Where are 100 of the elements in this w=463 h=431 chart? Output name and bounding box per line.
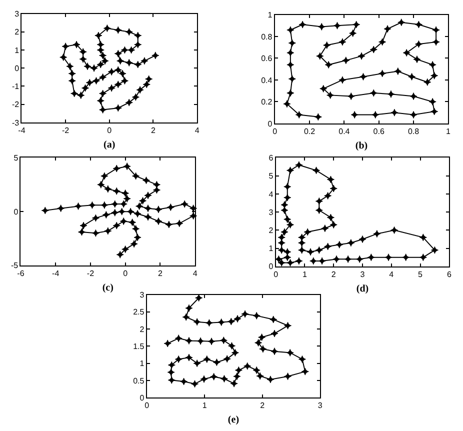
- y-tick-label: 3: [14, 10, 20, 19]
- point: [414, 40, 422, 48]
- x-tick-label: 3: [318, 401, 323, 410]
- point: [70, 90, 78, 98]
- point: [125, 28, 133, 36]
- point: [139, 197, 147, 205]
- point: [408, 72, 416, 80]
- point: [349, 30, 357, 37]
- point: [114, 50, 122, 58]
- x-tick-label: 4: [192, 269, 198, 278]
- x-tick-label: 3: [360, 270, 366, 280]
- x-axis-title: (e): [228, 414, 240, 426]
- point: [270, 330, 278, 338]
- point: [168, 376, 176, 384]
- y-tick-label: 0: [14, 207, 19, 216]
- point: [145, 75, 153, 83]
- x-tick-label: 1: [446, 127, 451, 136]
- point: [358, 235, 366, 243]
- point: [295, 161, 303, 169]
- point: [342, 56, 350, 64]
- point: [164, 340, 172, 348]
- point: [92, 77, 100, 85]
- point: [398, 18, 406, 26]
- point: [298, 355, 306, 363]
- y-tick-label: 0: [140, 393, 145, 402]
- point: [283, 100, 291, 108]
- point: [122, 190, 130, 198]
- point: [96, 46, 104, 54]
- point: [132, 172, 140, 180]
- point: [72, 40, 80, 48]
- point: [234, 366, 242, 374]
- point: [326, 214, 334, 222]
- y-tick-label: -1: [12, 82, 20, 92]
- point: [419, 254, 427, 262]
- point: [413, 56, 421, 64]
- point: [136, 86, 144, 94]
- x-tick-label: -4: [52, 269, 60, 278]
- point: [108, 84, 116, 92]
- point: [298, 234, 306, 242]
- point: [180, 200, 188, 208]
- point: [266, 376, 274, 384]
- point: [358, 52, 366, 60]
- point: [330, 220, 338, 228]
- point: [284, 182, 292, 190]
- point: [80, 222, 88, 230]
- point: [315, 246, 323, 254]
- point: [152, 186, 160, 194]
- point: [176, 220, 184, 228]
- point: [286, 220, 294, 228]
- point: [114, 80, 122, 88]
- point: [256, 372, 264, 380]
- point: [134, 40, 142, 48]
- point: [344, 255, 352, 263]
- point: [402, 49, 410, 57]
- point: [414, 20, 422, 28]
- point: [132, 93, 140, 101]
- point: [410, 111, 418, 119]
- point: [212, 358, 220, 366]
- point: [370, 46, 378, 54]
- point: [310, 257, 318, 265]
- point: [284, 216, 292, 224]
- point: [394, 68, 402, 76]
- point: [174, 355, 182, 363]
- x-tick-label: 1: [202, 401, 208, 410]
- point: [284, 372, 292, 380]
- point: [118, 208, 126, 216]
- y-tick-label: 0.6: [261, 54, 273, 64]
- point: [152, 180, 160, 188]
- point: [298, 20, 306, 28]
- point: [321, 224, 329, 232]
- point: [208, 338, 216, 346]
- point: [338, 38, 346, 46]
- point: [320, 84, 328, 92]
- point: [244, 362, 252, 370]
- point: [359, 72, 367, 80]
- point: [286, 166, 294, 174]
- point: [336, 240, 344, 248]
- point: [114, 104, 122, 112]
- point: [241, 310, 249, 318]
- x-tick-label: 4: [389, 270, 394, 280]
- point: [278, 234, 286, 242]
- point: [333, 22, 341, 30]
- point: [430, 72, 438, 80]
- y-tick-label: 2: [268, 226, 274, 235]
- point: [166, 204, 174, 212]
- point: [315, 197, 323, 205]
- point: [128, 218, 136, 226]
- point: [324, 61, 332, 69]
- point: [167, 368, 175, 376]
- point: [223, 355, 231, 363]
- y-tick-label: 2.5: [133, 308, 145, 317]
- point: [370, 89, 378, 97]
- x-axis-title: (c): [102, 282, 114, 294]
- x-tick-label: 1: [302, 270, 308, 280]
- point: [60, 54, 68, 62]
- point: [104, 227, 112, 235]
- point: [193, 360, 201, 368]
- point: [111, 208, 119, 216]
- y-tick-label: 1: [140, 359, 145, 368]
- point: [180, 378, 188, 386]
